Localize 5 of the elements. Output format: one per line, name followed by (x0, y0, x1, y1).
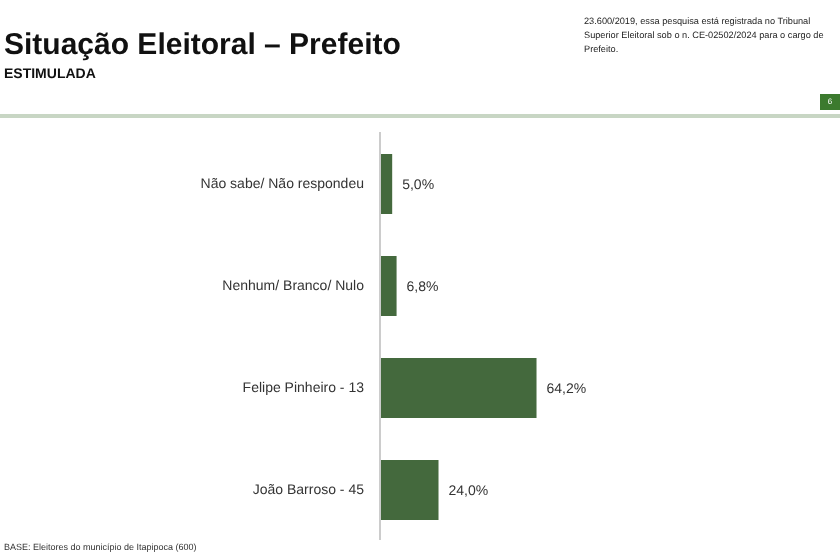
bar (380, 154, 393, 214)
chart-title: Situação Eleitoral – Prefeito (4, 28, 401, 62)
bar (380, 256, 397, 316)
bar (380, 460, 439, 520)
bar (380, 358, 537, 418)
